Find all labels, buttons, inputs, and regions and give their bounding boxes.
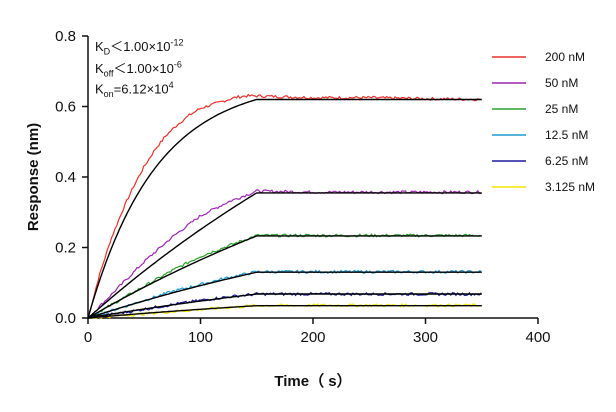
x-tick-label: 100 xyxy=(188,329,213,346)
kd-label: K xyxy=(95,39,104,54)
fit-line xyxy=(87,305,482,319)
kon-sub: on xyxy=(103,88,114,99)
y-axis-label: Response (nm) xyxy=(25,123,42,231)
koff-sub: off xyxy=(103,68,114,79)
kon-sym: = xyxy=(113,81,122,97)
x-tick-label: 0 xyxy=(84,329,92,346)
kon-annotation: Kon=6.12×104 xyxy=(95,80,174,99)
legend-label: 50 nM xyxy=(545,76,578,90)
y-tick-label: 0.6 xyxy=(55,99,76,116)
koff-sym: ＜ xyxy=(113,61,127,76)
fit-line xyxy=(87,293,482,319)
series-line xyxy=(87,189,482,319)
fit-layer xyxy=(87,98,482,319)
y-tick-label: 0.8 xyxy=(55,28,76,45)
x-ticks: 0 100 200 300 400 xyxy=(84,318,551,346)
y-ticks: 0.0 0.2 0.4 0.6 0.8 xyxy=(55,28,88,327)
series-line xyxy=(87,93,482,319)
kd-sub: D xyxy=(103,46,111,57)
fit-line xyxy=(87,271,482,319)
legend-label: 25 nM xyxy=(545,102,578,116)
legend-label: 6.25 nM xyxy=(545,154,588,168)
koff-mant: 1.00×10 xyxy=(126,61,174,76)
kd-sym: ＜ xyxy=(110,39,124,54)
kon-exp: 4 xyxy=(168,80,174,90)
legend-label: 3.125 nM xyxy=(545,180,595,194)
y-tick-label: 0.2 xyxy=(55,240,76,257)
x-tick-label: 300 xyxy=(413,329,438,346)
series-layer xyxy=(87,93,482,319)
fit-line xyxy=(87,98,482,319)
fit-line xyxy=(87,192,482,319)
x-tick-label: 200 xyxy=(300,329,325,346)
legend-label: 200 nM xyxy=(545,50,585,64)
y-tick-label: 0.0 xyxy=(55,310,76,327)
kon-mant: 6.12×10 xyxy=(121,81,169,97)
x-axis-label: Time（ s） xyxy=(274,372,351,390)
kd-annotation: KD＜1.00×10-12 xyxy=(95,36,184,57)
kon-label: K xyxy=(95,81,104,97)
fit-line xyxy=(87,235,482,319)
kd-exp: -12 xyxy=(170,37,184,48)
legend-label: 12.5 nM xyxy=(545,128,588,142)
koff-exp: -6 xyxy=(173,59,182,70)
legend: 200 nM 50 nM 25 nM 12.5 nM 6.25 nM 3.125 nM xyxy=(492,50,595,194)
x-tick-label: 400 xyxy=(525,329,550,346)
kd-mant: 1.00×10 xyxy=(123,39,171,54)
koff-annotation: Koff＜1.00×10-6 xyxy=(95,58,182,79)
koff-label: K xyxy=(95,61,104,76)
y-tick-label: 0.4 xyxy=(55,169,76,186)
